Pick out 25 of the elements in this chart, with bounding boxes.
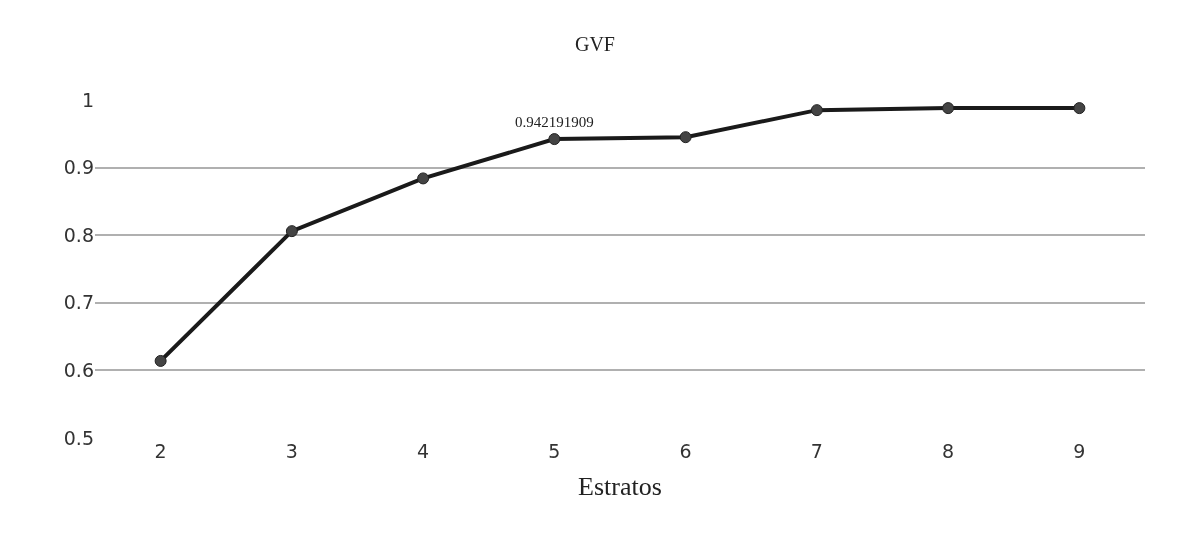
- point: [285, 225, 298, 238]
- y-tick-label: 0.6: [63, 359, 94, 382]
- point: [1073, 102, 1086, 115]
- point: [679, 131, 692, 144]
- y-tick-label: 1: [81, 88, 94, 111]
- y-tick-label: 0.5: [63, 426, 94, 449]
- x-tick-label: 7: [810, 440, 823, 462]
- point: [417, 172, 430, 185]
- x-axis-title: Estratos: [578, 471, 662, 501]
- x-tick-label: 6: [679, 440, 692, 462]
- y-tick-label: 0.7: [63, 291, 94, 314]
- data-label: 0.942191909: [515, 114, 594, 131]
- y-tick-label: 0.8: [63, 223, 94, 246]
- chart-title: GVF: [574, 33, 616, 56]
- point: [810, 104, 823, 117]
- x-tick-label: 2: [154, 440, 167, 462]
- x-tick-label: 5: [548, 440, 561, 462]
- x-tick-label: 9: [1073, 440, 1086, 462]
- y-tick-label: 0.9: [63, 156, 94, 179]
- x-tick-label: 4: [417, 440, 430, 462]
- x-tick-label: 3: [285, 440, 298, 462]
- x-tick-label: 8: [942, 440, 955, 462]
- point: [154, 354, 167, 367]
- point: [942, 102, 955, 115]
- point: [548, 133, 561, 146]
